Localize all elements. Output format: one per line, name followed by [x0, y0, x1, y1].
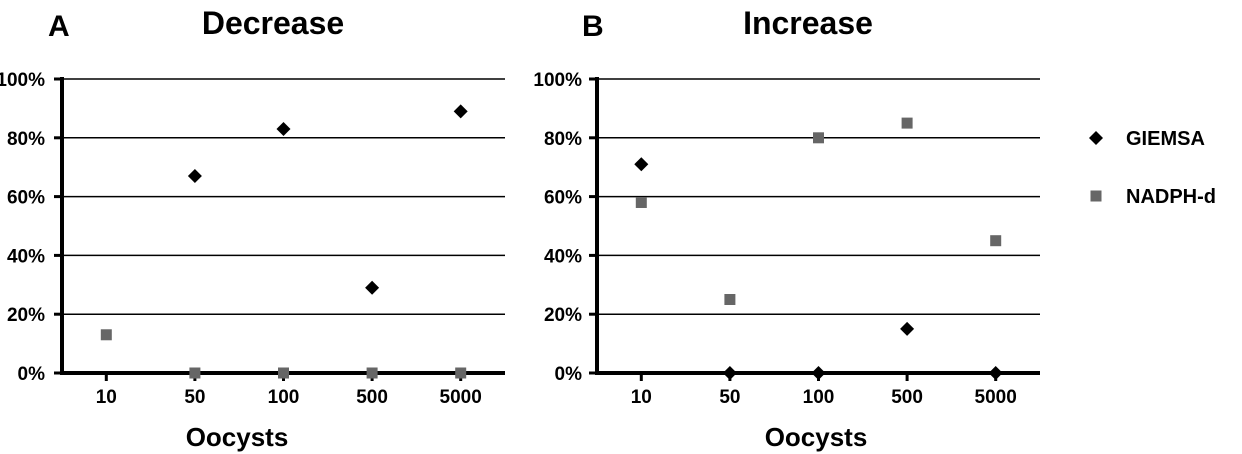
legend-nadph-d-label: NADPH-d [1126, 186, 1216, 208]
panel-a-letter: A [48, 10, 70, 43]
panel-b-nadph-d-point [635, 196, 647, 208]
panel-b-giemsa-point [634, 157, 649, 172]
panel-a-x-tick-label: 500 [356, 387, 388, 408]
panel-b-giemsa-point [811, 366, 826, 380]
panel-a-nadph-d-point [189, 367, 201, 379]
panel-a-x-axis-label: Oocysts [186, 422, 289, 452]
panel-a-nadph-d-point [366, 367, 378, 379]
legend-giemsa-marker [1089, 131, 1103, 145]
panel-b-x-tick-label: 50 [719, 387, 740, 408]
legend: GIEMSA NADPH-d [1089, 128, 1216, 208]
panel-b-letter: B [582, 10, 604, 43]
panel-b-y-tick-label: 40% [544, 246, 582, 267]
panel-a-x-tick-label: 5000 [440, 387, 482, 408]
panel-a-x-tick-label: 10 [96, 387, 117, 408]
panel-b-x-tick-label: 10 [631, 387, 652, 408]
panel-b-increase: B Increase 0% 20% 40% 60% 80% 100% 10 50 100 500 500… [533, 5, 1040, 452]
legend-nadph-d-marker [1090, 190, 1102, 202]
panel-a-giemsa-point [187, 169, 202, 184]
panel-b-giemsa-point [722, 366, 737, 380]
panel-a-y-tick-label: 40% [7, 246, 45, 267]
panel-a-x-tick-label: 50 [184, 387, 205, 408]
panel-b-x-axis-label: Oocysts [765, 422, 868, 452]
panel-a-decrease: A Decrease 0% 20% 40% 60% 80% 100% 10 50 100 500 500… [0, 5, 505, 452]
panel-b-x-tick-label: 500 [891, 387, 923, 408]
panel-b-giemsa-point [900, 321, 915, 336]
panel-a-nadph-d-point [278, 367, 289, 379]
panel-b-title: Increase [743, 5, 873, 41]
panel-b-nadph-d-point [724, 294, 736, 305]
panel-b-y-tick-label: 0% [555, 364, 583, 385]
panel-a-giemsa-point [365, 280, 380, 295]
panel-a-giemsa-point [276, 121, 291, 136]
panel-b-nadph-d-point [813, 132, 824, 144]
panel-b-nadph-d-point [901, 117, 913, 129]
panel-a-nadph-d-point [100, 329, 112, 341]
panel-a-x-tick-label: 100 [268, 387, 300, 408]
panel-a-y-tick-label: 80% [7, 129, 45, 150]
panel-b-x-tick-label: 100 [803, 387, 835, 408]
panel-b-y-tick-label: 20% [544, 305, 582, 326]
panel-b-giemsa-point [988, 366, 1003, 380]
panel-a-y-tick-label: 60% [7, 188, 45, 209]
panel-a-y-tick-label: 0% [18, 364, 46, 385]
panel-a-giemsa-point [453, 104, 468, 119]
panel-b-y-tick-label: 60% [544, 188, 582, 209]
panel-a-title: Decrease [202, 5, 344, 41]
panel-a-y-tick-label: 100% [0, 70, 45, 91]
panel-a-y-tick-label: 20% [7, 305, 45, 326]
panel-b-y-tick-label: 80% [544, 129, 582, 150]
panel-b-x-tick-label: 5000 [975, 387, 1017, 408]
panel-b-nadph-d-point [990, 235, 1002, 247]
legend-giemsa-label: GIEMSA [1126, 128, 1205, 150]
panel-a-nadph-d-point [455, 367, 467, 379]
panel-b-y-tick-label: 100% [533, 70, 582, 91]
